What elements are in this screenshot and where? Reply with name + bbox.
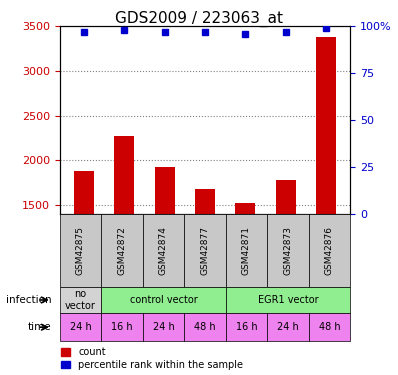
Text: GSM42874: GSM42874 (159, 226, 168, 275)
Text: time: time (28, 322, 52, 332)
Bar (235, 203, 256, 214)
Bar (74, 171, 94, 214)
Text: GSM42875: GSM42875 (76, 226, 85, 275)
Text: GSM42872: GSM42872 (117, 226, 127, 275)
Text: GDS2009 / 223063_at: GDS2009 / 223063_at (115, 11, 283, 27)
Text: control vector: control vector (130, 295, 197, 305)
Text: EGR1 vector: EGR1 vector (258, 295, 318, 305)
Text: 24 h: 24 h (70, 322, 91, 332)
Legend: count, percentile rank within the sample: count, percentile rank within the sample (60, 347, 243, 370)
Text: 48 h: 48 h (194, 322, 216, 332)
Text: no
vector: no vector (65, 289, 96, 311)
Text: GSM42876: GSM42876 (325, 226, 334, 275)
Text: 24 h: 24 h (277, 322, 299, 332)
Text: GSM42871: GSM42871 (242, 226, 251, 275)
Bar (114, 136, 135, 214)
Text: 48 h: 48 h (319, 322, 340, 332)
Text: GSM42873: GSM42873 (283, 226, 293, 275)
Text: GSM42877: GSM42877 (201, 226, 209, 275)
Text: 24 h: 24 h (152, 322, 174, 332)
Bar (316, 37, 336, 214)
Text: 16 h: 16 h (111, 322, 133, 332)
Bar (195, 189, 215, 214)
Text: 16 h: 16 h (236, 322, 257, 332)
Bar (154, 167, 175, 214)
Bar (275, 180, 296, 214)
Text: infection: infection (6, 295, 52, 305)
